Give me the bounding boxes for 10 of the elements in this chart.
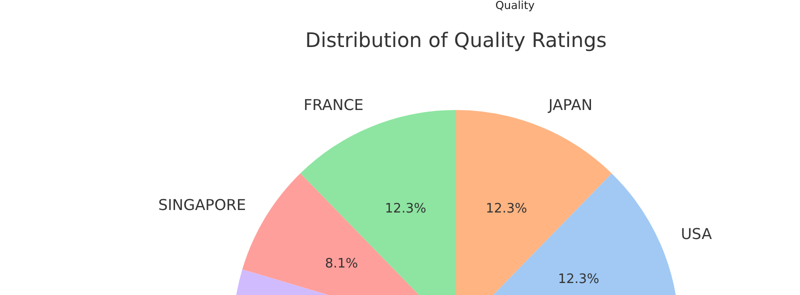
data-label: 8.1% — [324, 256, 358, 272]
chart-title: Distribution of Quality Ratings — [305, 28, 607, 52]
data-label: 12.3% — [384, 202, 426, 217]
slice-label: USA — [680, 224, 713, 243]
slice-label: JAPAN — [547, 96, 592, 114]
slice-label: SINGAPORE — [158, 196, 246, 214]
slice-label: FRANCE — [304, 96, 364, 114]
legend-title: Quality — [495, 0, 536, 12]
data-label: 12.3% — [558, 272, 600, 288]
data-label: 12.3% — [486, 202, 528, 217]
